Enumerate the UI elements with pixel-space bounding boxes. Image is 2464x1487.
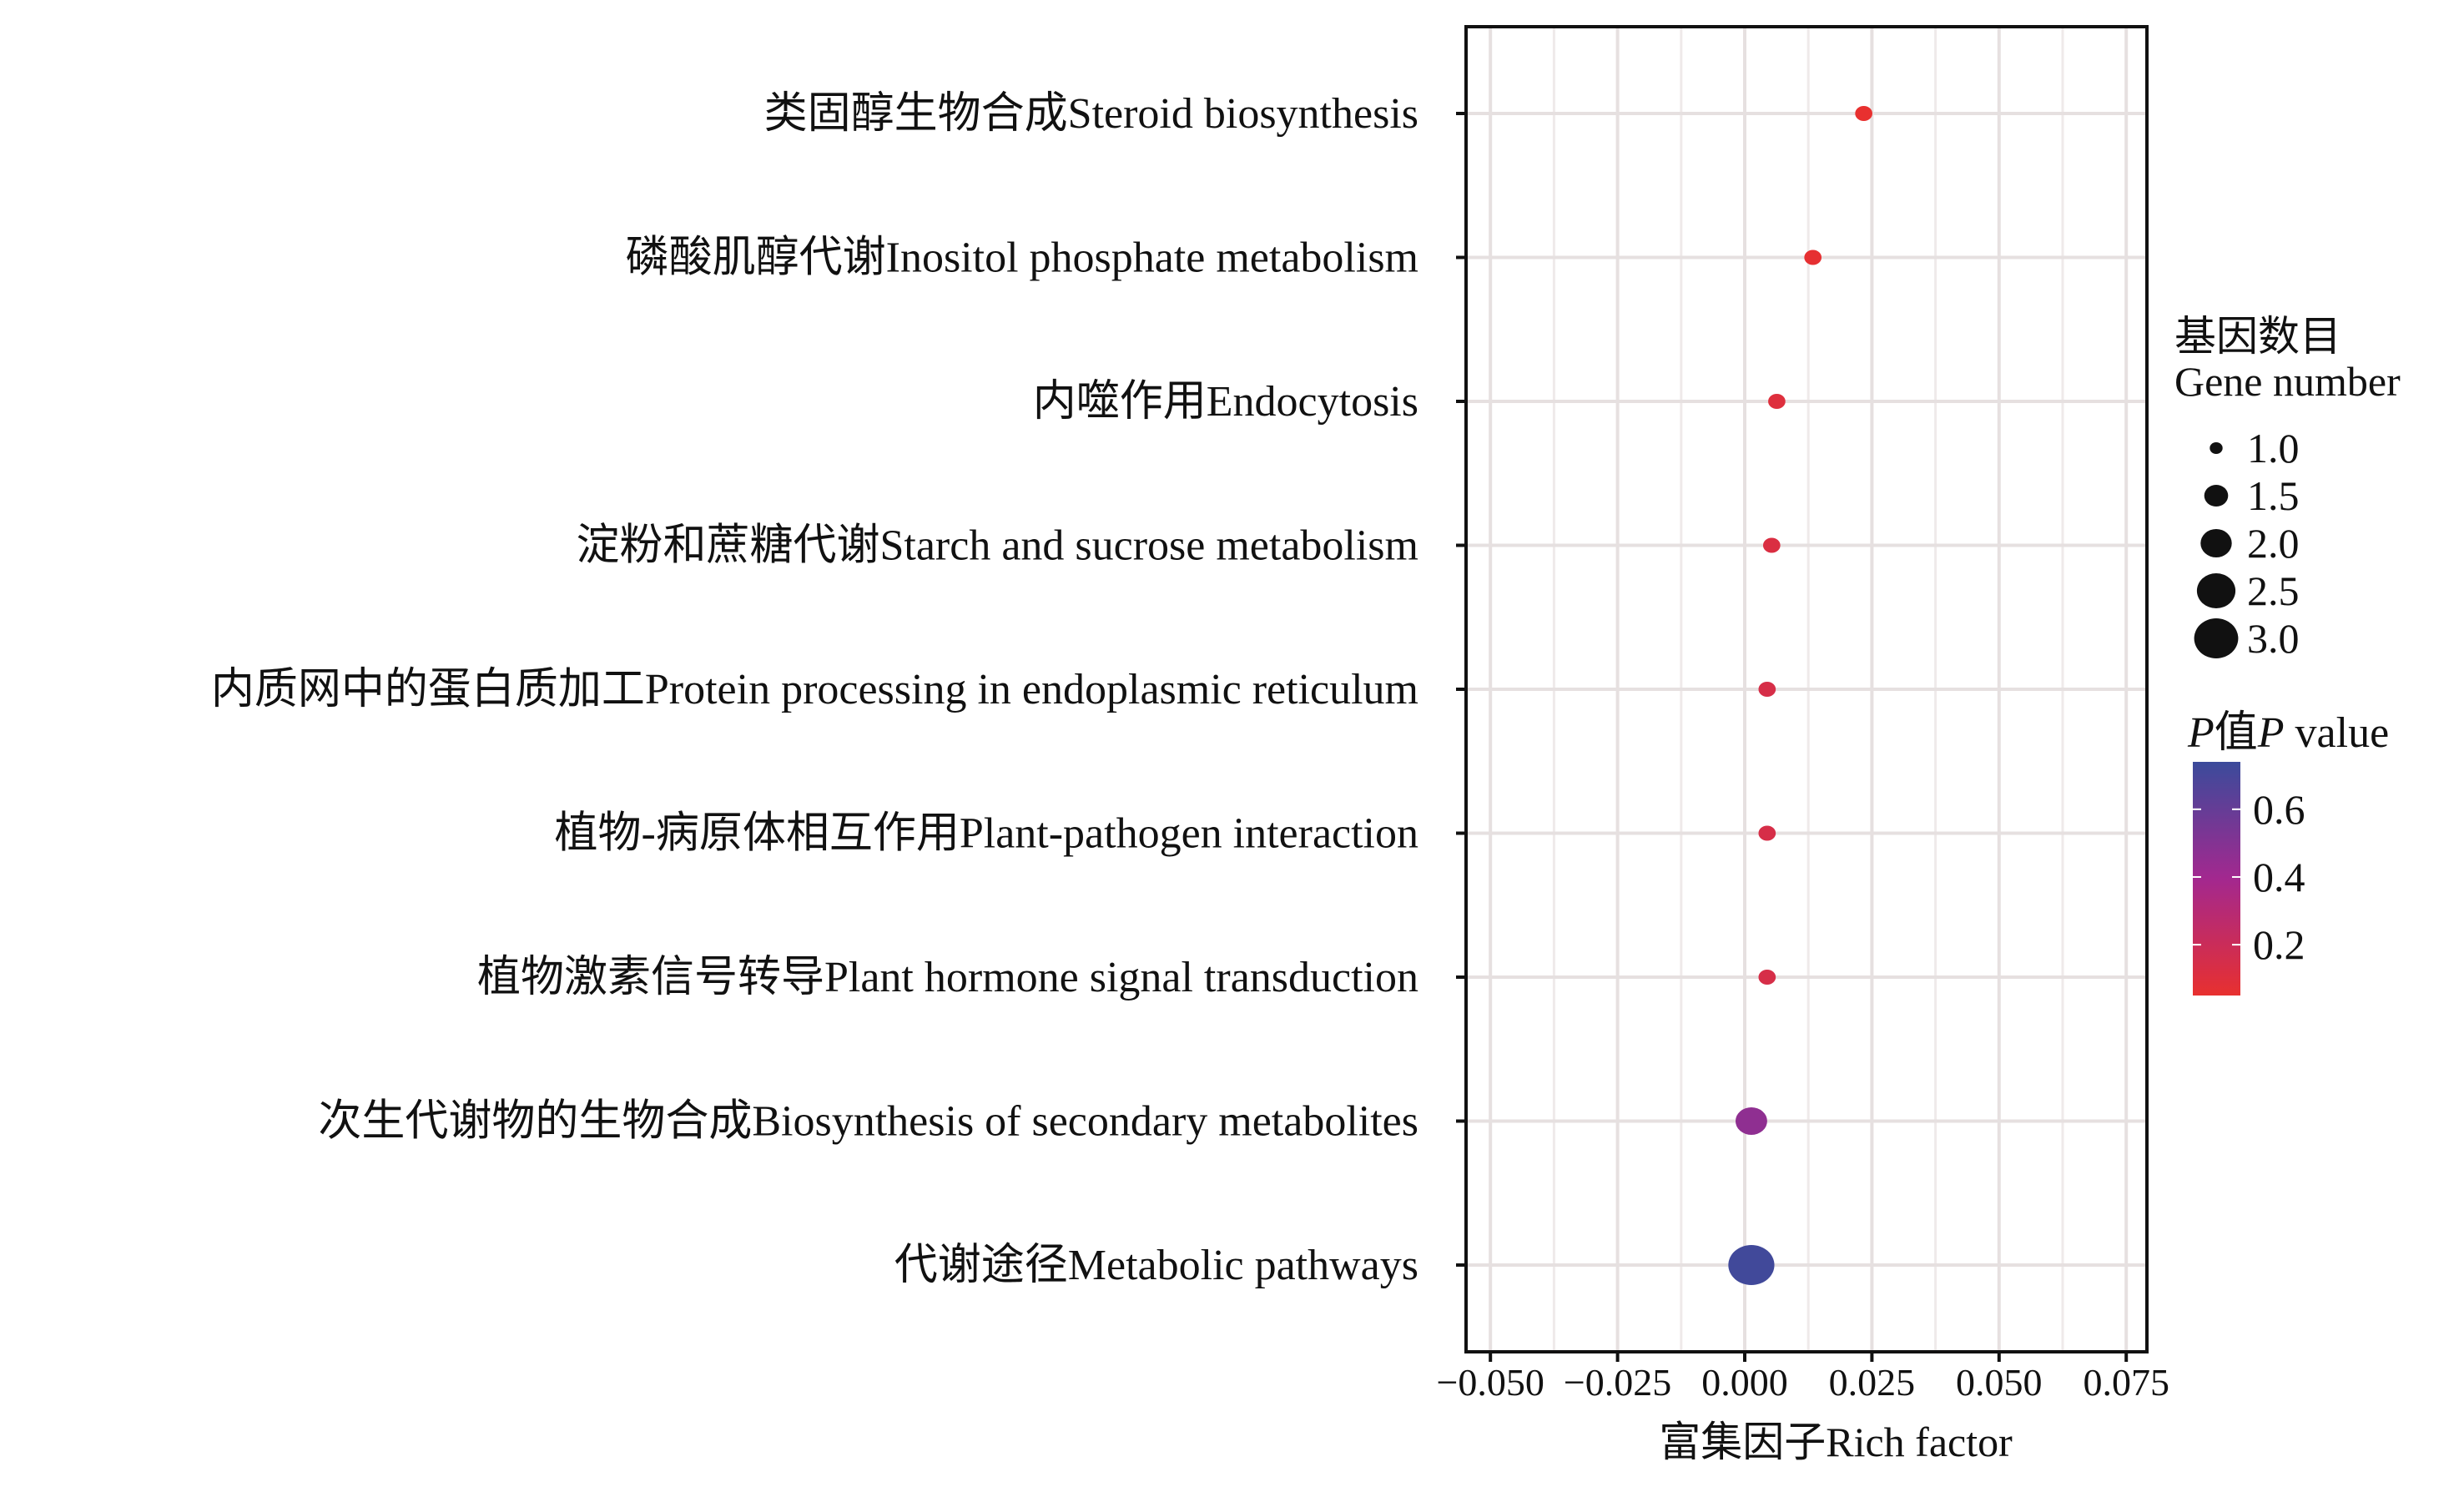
data-point (1768, 394, 1786, 409)
size-legend-label: 1.5 (2247, 472, 2300, 519)
size-legend-label: 2.5 (2247, 567, 2300, 614)
color-bar-label: 0.2 (2253, 921, 2305, 968)
y-tick-label: 植物激素信号转导Plant hormone signal transductio… (477, 954, 1418, 1001)
data-point (1758, 682, 1776, 697)
size-legend-title-cn: 基因数目 (2174, 313, 2341, 360)
color-bar (2193, 762, 2240, 996)
color-legend-title: P值P value (2187, 709, 2389, 757)
color-legend-title-cn: 值 (2215, 709, 2258, 757)
y-tick-label: 内噬作用Endocytosis (1033, 378, 1418, 426)
x-tick-label: 0.000 (1701, 1361, 1788, 1404)
x-axis-title: 富集因子Rich factor (1659, 1419, 2013, 1465)
y-tick-label: 植物-病原体相互作用Plant-pathogen interaction (555, 810, 1418, 858)
data-points (1728, 106, 1872, 1285)
y-axis: 类固醇生物合成Steroid biosynthesis 磷酸肌醇代谢Inosito… (211, 90, 1466, 1289)
x-tick-label: −0.050 (1436, 1361, 1544, 1404)
size-legend-dot (2196, 573, 2236, 608)
color-bar-label: 0.6 (2253, 786, 2305, 833)
color-legend-title-p2: P (2257, 709, 2285, 757)
y-tick-label: 磷酸肌醇代谢Inositol phosphate metabolism (626, 234, 1418, 282)
data-point (1728, 1245, 1775, 1285)
y-tick-label: 代谢途径Metabolic pathways (894, 1242, 1418, 1289)
size-legend-label: 1.0 (2247, 425, 2300, 471)
size-legend-dot (2204, 485, 2229, 507)
data-point (1855, 106, 1872, 121)
data-point (1758, 970, 1776, 985)
y-tick-label: 类固醇生物合成Steroid biosynthesis (764, 90, 1418, 138)
data-point (1804, 250, 1822, 265)
color-legend-title-rest: value (2285, 709, 2390, 757)
size-legend-dot (2194, 618, 2239, 658)
data-point (1758, 825, 1776, 841)
size-legend-label: 2.0 (2247, 520, 2300, 567)
grid-lines (1468, 28, 2145, 1350)
size-legend-label: 3.0 (2247, 615, 2300, 662)
data-point (1735, 1107, 1767, 1135)
y-tick-label: 内质网中的蛋白质加工Protein processing in endoplas… (211, 666, 1418, 713)
x-tick-label: 0.050 (1956, 1361, 2043, 1404)
color-legend: P值P value 0.2 0.4 0.6 (2187, 709, 2389, 996)
x-tick-label: −0.025 (1564, 1361, 1671, 1404)
x-axis: −0.050 −0.025 0.000 0.025 0.050 0.075 (1436, 1352, 2169, 1404)
y-tick-label: 淀粉和蔗糖代谢Starch and sucrose metabolism (576, 522, 1418, 570)
size-legend: 基因数目 Gene number 1.01.52.02.53.0 (2174, 313, 2401, 662)
y-tick-label: 次生代谢物的生物合成Biosynthesis of secondary meta… (318, 1098, 1418, 1146)
size-legend-title-en: Gene number (2174, 358, 2401, 405)
x-tick-label: 0.075 (2083, 1361, 2169, 1404)
color-bar-label: 0.4 (2253, 854, 2305, 900)
size-legend-dot (2210, 442, 2223, 454)
data-point (1762, 537, 1781, 553)
size-legend-dot (2200, 529, 2232, 557)
color-legend-title-p1: P (2187, 709, 2215, 757)
x-tick-label: 0.025 (1829, 1361, 1916, 1404)
